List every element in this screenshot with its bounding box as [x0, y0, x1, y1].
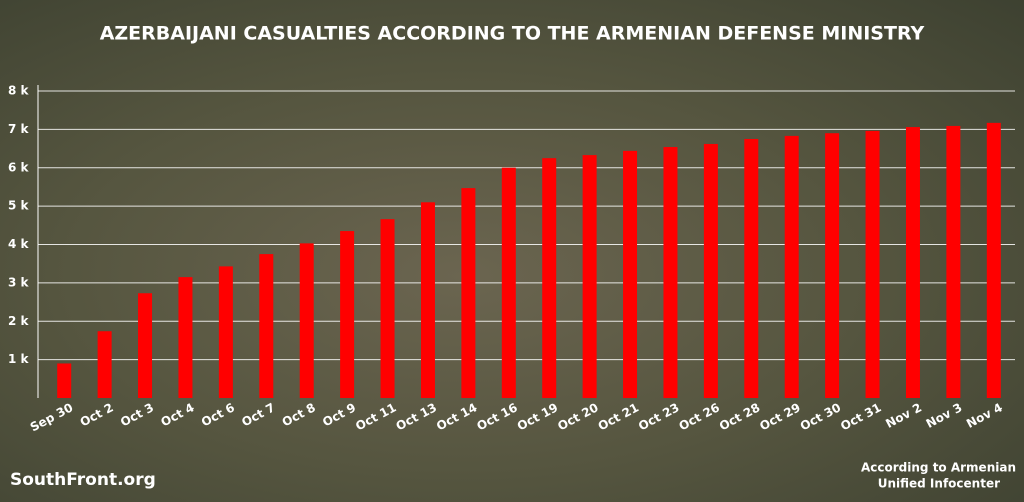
y-tick-label: 1 k	[8, 352, 30, 366]
source-note: Unified Infocenter	[878, 477, 1000, 491]
bar	[865, 130, 880, 398]
bar	[97, 331, 112, 398]
bar	[178, 277, 193, 398]
bar	[703, 143, 718, 398]
bar	[299, 243, 314, 398]
y-tick-label: 3 k	[8, 275, 30, 289]
watermark: SouthFront.org	[10, 470, 156, 490]
bar	[825, 133, 840, 398]
bar	[57, 363, 72, 398]
chart-title: AZERBAIJANI CASUALTIES ACCORDING TO THE …	[100, 23, 925, 45]
y-tick-label: 8 k	[8, 84, 30, 98]
bar	[784, 135, 799, 398]
bar	[340, 231, 355, 398]
bar	[582, 155, 597, 398]
y-tick-label: 5 k	[8, 199, 30, 213]
bar	[218, 266, 233, 398]
y-tick-label: 6 k	[8, 160, 30, 174]
bar	[259, 254, 274, 398]
bar	[905, 127, 920, 398]
bar	[138, 293, 153, 398]
bar	[542, 158, 557, 398]
bar	[946, 125, 961, 398]
bar	[623, 150, 638, 398]
bar	[461, 188, 476, 398]
y-tick-label: 7 k	[8, 122, 30, 136]
y-tick-label: 2 k	[8, 314, 30, 328]
bar	[420, 202, 435, 398]
bar	[744, 138, 759, 398]
source-note: According to Armenian	[861, 461, 1016, 475]
bar	[663, 147, 678, 398]
bar	[501, 167, 516, 398]
bar	[986, 122, 1001, 398]
y-tick-label: 4 k	[8, 237, 30, 251]
bar	[380, 219, 395, 398]
